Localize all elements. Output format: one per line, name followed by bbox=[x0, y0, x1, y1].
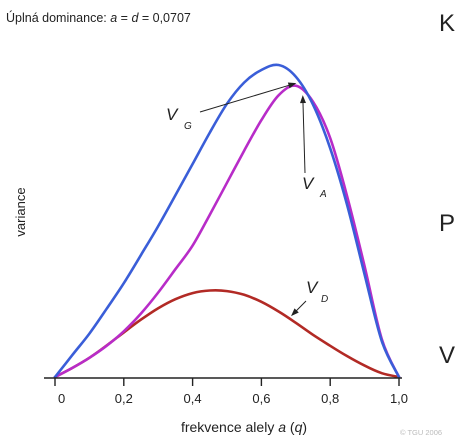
curve-vg bbox=[53, 63, 401, 379]
cropped-letter-k: K bbox=[439, 10, 456, 37]
annotation-arrowhead-va bbox=[299, 95, 306, 104]
y-axis-label: variance bbox=[13, 187, 28, 236]
series-label-vg: V bbox=[166, 105, 179, 124]
series-label-sub-vd: D bbox=[321, 294, 328, 305]
annotation-arrow-vd bbox=[294, 300, 307, 313]
series-label-sub-va: A bbox=[319, 189, 327, 200]
cropped-letter-p: P bbox=[439, 210, 456, 237]
x-tick-label: 1,0 bbox=[390, 391, 408, 406]
annotation-arrowhead-vd bbox=[291, 308, 299, 317]
annotation-arrow-vg bbox=[199, 84, 291, 113]
x-tick-label: 0,6 bbox=[252, 391, 270, 406]
chart-title: Úplná dominance: a = d = 0,0707 bbox=[6, 10, 191, 25]
x-tick-label: 0,8 bbox=[321, 391, 339, 406]
annotation-arrow-va bbox=[302, 101, 306, 174]
curve-va bbox=[53, 84, 401, 379]
cropped-letter-v: V bbox=[439, 342, 456, 369]
curve-vd bbox=[53, 289, 401, 379]
series-label-vd: V bbox=[306, 278, 319, 297]
copyright-note: © TGU 2006 bbox=[400, 428, 442, 437]
x-axis-label: frekvence alely a (q) bbox=[181, 419, 307, 435]
x-tick-label: 0,4 bbox=[184, 391, 202, 406]
x-tick-label: 0 bbox=[58, 391, 65, 406]
series-label-va: V bbox=[302, 174, 315, 193]
annotation-arrowhead-vg bbox=[287, 82, 297, 89]
x-tick-label: 0,2 bbox=[115, 391, 133, 406]
series-label-sub-vg: G bbox=[184, 121, 192, 132]
